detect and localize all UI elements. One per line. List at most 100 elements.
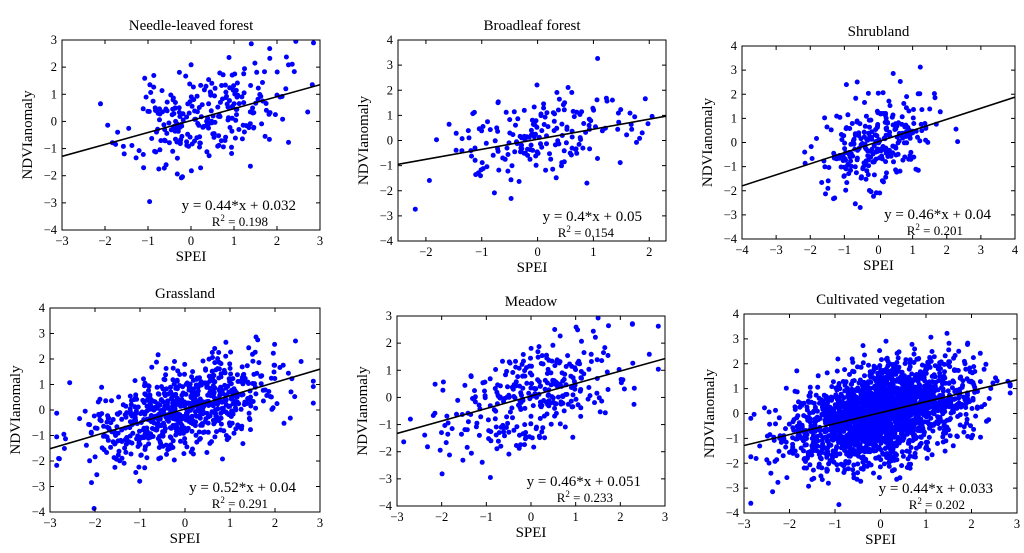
x-tick-label: 0 <box>534 245 540 259</box>
data-point <box>573 146 578 152</box>
data-point <box>54 434 60 440</box>
data-point <box>228 371 234 377</box>
y-tick-label: 4 <box>731 39 738 53</box>
data-point <box>520 352 526 357</box>
data-point <box>958 404 964 410</box>
data-point <box>801 465 807 471</box>
data-point <box>787 449 792 455</box>
data-point <box>174 395 180 401</box>
data-point <box>434 137 439 143</box>
data-point <box>964 420 970 426</box>
data-point <box>882 147 888 153</box>
data-point <box>407 416 413 422</box>
data-point <box>837 400 843 406</box>
data-point <box>864 168 870 174</box>
x-tick-label: 1 <box>231 234 237 248</box>
data-point <box>207 378 213 384</box>
data-point <box>892 451 898 457</box>
data-point <box>510 370 516 375</box>
data-point <box>133 395 139 400</box>
data-point <box>164 451 169 457</box>
data-point <box>286 62 291 68</box>
data-point <box>950 378 956 384</box>
data-point <box>851 471 857 477</box>
data-point <box>280 116 286 122</box>
data-point <box>113 141 119 147</box>
data-point <box>174 378 180 384</box>
data-point <box>539 128 545 134</box>
data-point <box>655 366 661 372</box>
data-point <box>508 177 514 183</box>
data-point <box>267 55 273 61</box>
data-point <box>861 129 867 135</box>
data-point <box>151 84 157 90</box>
y-tick-label: −2 <box>44 169 57 183</box>
data-point <box>813 392 819 398</box>
data-point <box>569 134 575 140</box>
data-point <box>182 436 188 442</box>
data-point <box>905 375 911 381</box>
data-point <box>947 359 953 365</box>
data-point <box>236 127 242 132</box>
data-point <box>215 143 221 149</box>
data-point <box>528 413 534 419</box>
data-point <box>961 429 967 435</box>
data-point <box>146 109 152 114</box>
data-point <box>917 138 923 144</box>
y-tick-label: −2 <box>726 456 739 470</box>
data-point <box>222 82 228 88</box>
data-point <box>819 465 825 471</box>
x-tick-label: 2 <box>274 234 280 248</box>
data-point <box>140 106 146 112</box>
data-point <box>541 105 547 111</box>
data-point <box>147 199 153 205</box>
data-point <box>209 350 215 355</box>
data-point <box>208 90 214 96</box>
data-point <box>182 371 187 377</box>
data-point <box>472 394 478 400</box>
data-point <box>218 138 224 144</box>
data-point <box>161 122 167 128</box>
data-point <box>267 110 273 116</box>
data-point <box>579 338 584 344</box>
data-point <box>887 453 893 459</box>
y-tick-label: 1 <box>39 378 45 392</box>
data-point <box>142 75 148 81</box>
data-point <box>869 392 875 398</box>
data-point <box>153 405 159 411</box>
data-point <box>559 121 565 127</box>
data-point <box>555 394 561 400</box>
data-point <box>899 463 905 469</box>
data-point <box>556 96 562 102</box>
data-point <box>61 446 67 451</box>
data-point <box>472 388 477 394</box>
data-point <box>862 449 868 455</box>
data-point <box>570 434 576 440</box>
data-point <box>239 94 245 100</box>
data-point <box>534 124 540 130</box>
data-point <box>960 382 966 388</box>
data-point <box>807 449 813 455</box>
data-point <box>552 111 557 117</box>
data-point <box>871 143 877 149</box>
data-point <box>208 108 214 114</box>
data-point <box>905 406 911 412</box>
r-squared-value: = 0.201 <box>920 223 963 238</box>
data-point <box>544 355 550 361</box>
data-point <box>890 71 896 76</box>
data-point <box>885 405 891 411</box>
data-point <box>495 392 501 398</box>
data-point <box>171 457 177 463</box>
data-point <box>903 357 909 363</box>
data-point <box>597 409 603 415</box>
data-point <box>281 420 287 426</box>
data-points <box>98 40 316 205</box>
data-point <box>812 428 818 434</box>
data-point <box>522 373 528 379</box>
data-point <box>964 376 970 382</box>
data-point <box>293 338 298 344</box>
data-point <box>468 450 474 456</box>
data-point <box>507 360 513 366</box>
data-point <box>476 432 482 438</box>
